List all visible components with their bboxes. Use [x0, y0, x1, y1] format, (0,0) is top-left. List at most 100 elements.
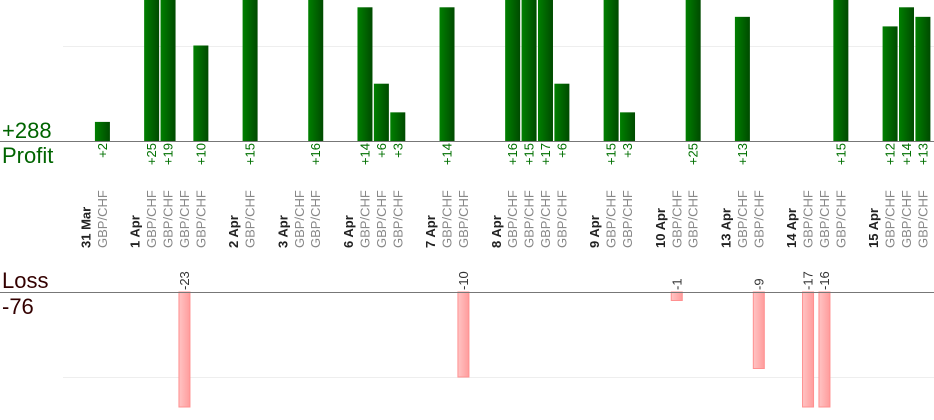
pair-label: GBP/CHF: [440, 190, 455, 248]
profit-value-label: +15: [243, 143, 258, 165]
date-label: 1 Apr: [128, 215, 143, 248]
profit-bar: [521, 0, 537, 141]
loss-value-label: -17: [801, 271, 816, 290]
date-label: 9 Apr: [587, 215, 602, 248]
profit-value-label: +19: [161, 143, 176, 165]
loss-value-label: -1: [669, 278, 684, 290]
profit-total: +288: [2, 118, 52, 143]
profit-bar: [193, 45, 209, 141]
loss-value-label: -10: [456, 271, 471, 290]
pair-label: GBP/CHF: [374, 190, 389, 248]
pair-label: GBP/CHF: [193, 190, 208, 248]
profit-value-label: +13: [735, 143, 750, 165]
profit-value-label: +14: [357, 143, 372, 165]
profit-bar: [734, 16, 750, 142]
profit-bar: [899, 7, 914, 141]
loss-label: Loss: [2, 268, 48, 293]
pair-label: GBP/CHF: [390, 190, 405, 248]
pair-label: GBP/CHF: [686, 190, 701, 248]
profit-bar: [94, 121, 110, 141]
profit-bar: [160, 0, 176, 141]
profit-value-label: +17: [538, 143, 553, 165]
pair-label: GBP/CHF: [751, 190, 766, 248]
date-label: 31 Mar: [79, 207, 94, 248]
profit-value-label: +6: [554, 143, 569, 158]
profit-value-label: +13: [915, 143, 930, 165]
pair-label: GBP/CHF: [620, 190, 635, 248]
profit-value-label: +25: [144, 143, 159, 165]
profit-bar: [505, 0, 521, 141]
loss-total: -76: [2, 294, 34, 319]
loss-bar: [670, 291, 683, 301]
profit-value-label: +15: [833, 143, 848, 165]
pair-label: GBP/CHF: [243, 190, 258, 248]
date-label: 14 Apr: [784, 208, 799, 248]
profit-bar: [373, 83, 389, 141]
pair-label: GBP/CHF: [883, 190, 898, 248]
profit-bar: [882, 26, 898, 141]
loss-bar: [752, 291, 765, 369]
loss-bar: [457, 291, 470, 378]
loss-value-label: -16: [817, 271, 832, 290]
date-label: 2 Apr: [226, 215, 241, 248]
pair-label: GBP/CHF: [95, 190, 110, 248]
pair-label: GBP/CHF: [161, 190, 176, 248]
date-label: 3 Apr: [275, 215, 290, 248]
pair-label: GBP/CHF: [817, 190, 832, 248]
date-label: 6 Apr: [341, 215, 356, 248]
date-label: 13 Apr: [718, 208, 733, 248]
profit-value-label: +16: [505, 143, 520, 165]
profit-bar: [685, 0, 701, 141]
profit-value-label: +14: [899, 143, 914, 165]
profit-bar: [390, 112, 406, 141]
profit-value-label: +6: [374, 143, 389, 158]
date-label: 7 Apr: [423, 215, 438, 248]
loss-bar: [802, 291, 815, 408]
profit-value-label: +2: [95, 143, 110, 158]
profit-value-label: +14: [440, 143, 455, 165]
profit-label: Profit: [2, 143, 53, 168]
profit-value-label: +25: [686, 143, 701, 165]
profit-bar: [554, 83, 570, 141]
profit-bar: [620, 112, 636, 141]
pair-label: GBP/CHF: [308, 190, 323, 248]
pair-label: GBP/CHF: [669, 190, 684, 248]
pair-label: GBP/CHF: [144, 190, 159, 248]
date-label: 10 Apr: [653, 208, 668, 248]
profit-value-label: +16: [308, 143, 323, 165]
loss-value-label: -9: [751, 278, 766, 290]
pair-label: GBP/CHF: [833, 190, 848, 248]
pair-label: GBP/CHF: [538, 190, 553, 248]
pair-label: GBP/CHF: [554, 190, 569, 248]
profit-value-label: +3: [390, 143, 405, 158]
pair-label: GBP/CHF: [292, 190, 307, 248]
profit-value-label: +15: [522, 143, 537, 165]
pair-label: GBP/CHF: [522, 190, 537, 248]
profit-bar: [308, 0, 324, 141]
profit-value-label: +10: [193, 143, 208, 165]
profit-bar: [242, 0, 258, 141]
pair-label: GBP/CHF: [177, 190, 192, 248]
date-label: 15 Apr: [866, 208, 881, 248]
profit-bar: [603, 0, 619, 141]
pair-label: GBP/CHF: [456, 190, 471, 248]
pair-label: GBP/CHF: [505, 190, 520, 248]
loss-value-label: -23: [177, 271, 192, 290]
pair-label: GBP/CHF: [899, 190, 914, 248]
profit-bar: [439, 7, 455, 141]
pair-label: GBP/CHF: [604, 190, 619, 248]
profit-value-label: +12: [883, 143, 898, 165]
pair-label: GBP/CHF: [357, 190, 372, 248]
loss-bar: [178, 291, 191, 408]
pair-label: GBP/CHF: [801, 190, 816, 248]
profit-value-label: +15: [604, 143, 619, 165]
profit-bar: [833, 0, 849, 141]
pair-label: GBP/CHF: [735, 190, 750, 248]
date-label: 8 Apr: [489, 215, 504, 248]
pair-label: GBP/CHF: [915, 190, 930, 248]
profit-value-label: +3: [620, 143, 635, 158]
profit-bar: [537, 0, 553, 141]
profit-bar: [144, 0, 160, 141]
loss-bar: [818, 291, 831, 408]
